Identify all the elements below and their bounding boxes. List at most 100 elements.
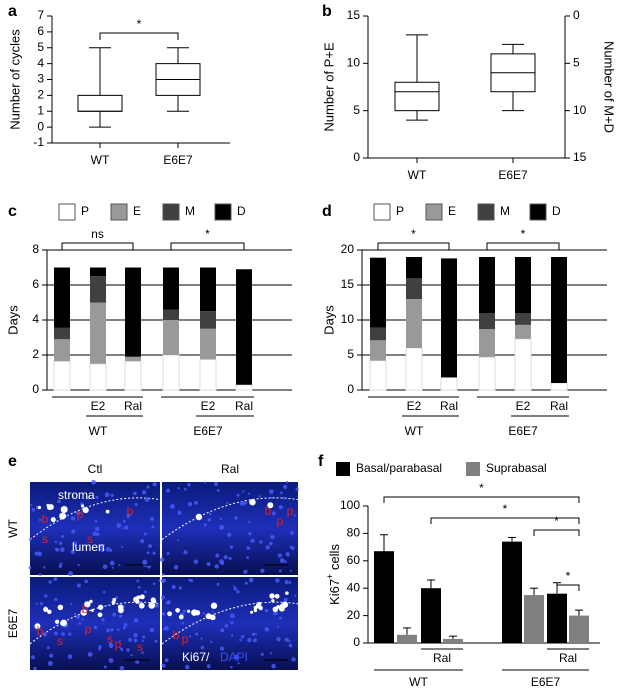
nucleus bbox=[264, 627, 269, 632]
ki67-cell bbox=[249, 498, 256, 506]
y-tick-label: 2 bbox=[37, 88, 44, 102]
panel-label: b bbox=[322, 3, 332, 20]
nucleus bbox=[44, 594, 48, 598]
nucleus bbox=[228, 556, 232, 561]
bar-segment bbox=[440, 376, 458, 391]
nucleus bbox=[219, 646, 225, 651]
bar bbox=[524, 595, 544, 643]
nucleus bbox=[46, 646, 50, 650]
bar bbox=[569, 615, 589, 643]
nucleus bbox=[187, 483, 191, 487]
ki67-cell bbox=[50, 517, 56, 523]
cell-label: b bbox=[173, 628, 180, 642]
nucleus bbox=[276, 626, 279, 629]
nucleus bbox=[112, 612, 117, 617]
nucleus bbox=[87, 651, 93, 657]
nucleus bbox=[239, 638, 242, 642]
y-tick-label: 15 bbox=[347, 8, 361, 22]
y-tick-label: 0 bbox=[353, 635, 360, 649]
ki67-cell bbox=[205, 613, 212, 620]
column-label: Ctl bbox=[88, 462, 103, 476]
y-tick-label: 60 bbox=[347, 553, 361, 567]
cell-label: b bbox=[127, 504, 134, 518]
nucleus bbox=[211, 610, 214, 613]
nucleus bbox=[120, 545, 124, 548]
nucleus bbox=[159, 557, 165, 563]
nucleus bbox=[237, 662, 240, 665]
bar-segment bbox=[550, 382, 568, 391]
nucleus bbox=[252, 632, 256, 636]
nucleus bbox=[283, 597, 288, 602]
nucleus bbox=[93, 625, 98, 630]
nucleus bbox=[122, 520, 126, 523]
nucleus bbox=[142, 635, 146, 639]
nucleus bbox=[208, 512, 212, 516]
bar-segment bbox=[370, 340, 386, 361]
significance-bracket bbox=[99, 32, 179, 40]
bar-segment bbox=[479, 257, 495, 313]
significance-bracket bbox=[61, 242, 134, 250]
nucleus bbox=[67, 654, 73, 659]
nucleus bbox=[164, 625, 169, 631]
nucleus bbox=[59, 562, 63, 566]
nucleus bbox=[290, 546, 295, 551]
nucleus bbox=[104, 492, 110, 498]
nucleus bbox=[117, 628, 120, 632]
ki67-cell bbox=[148, 602, 156, 609]
nucleus bbox=[233, 585, 236, 588]
nucleus bbox=[110, 493, 114, 498]
nucleus bbox=[170, 503, 175, 509]
cell-label: b bbox=[82, 602, 89, 616]
nucleus bbox=[260, 568, 265, 574]
nucleus bbox=[253, 638, 257, 643]
y-tick-label: 4 bbox=[37, 56, 44, 70]
nucleus bbox=[111, 566, 114, 569]
ki67-cell bbox=[57, 604, 64, 611]
bar-segment bbox=[405, 347, 423, 391]
nucleus bbox=[246, 556, 249, 559]
nucleus bbox=[230, 666, 233, 669]
nucleus bbox=[109, 642, 112, 646]
nucleus bbox=[33, 666, 37, 671]
nucleus bbox=[102, 543, 105, 547]
nucleus bbox=[200, 637, 203, 640]
nucleus bbox=[118, 614, 123, 618]
nucleus bbox=[68, 632, 72, 636]
cell-label: s bbox=[107, 632, 113, 646]
nucleus bbox=[154, 639, 158, 643]
nucleus bbox=[128, 637, 133, 642]
nucleus bbox=[248, 577, 254, 583]
bar-segment bbox=[514, 338, 532, 391]
nucleus bbox=[43, 566, 46, 569]
bar-segment bbox=[515, 324, 531, 339]
nucleus bbox=[284, 580, 289, 585]
bar-segment bbox=[479, 313, 495, 330]
nucleus bbox=[236, 493, 240, 497]
significance-label: * bbox=[554, 514, 559, 528]
nucleus bbox=[244, 581, 248, 585]
nucleus bbox=[269, 489, 274, 495]
bar-segment bbox=[200, 267, 216, 312]
nucleus bbox=[213, 481, 219, 487]
nucleus bbox=[146, 551, 150, 555]
nucleus bbox=[95, 526, 100, 531]
x-tick-label: E2 bbox=[516, 399, 531, 413]
nucleus bbox=[193, 559, 199, 564]
nucleus bbox=[284, 560, 287, 564]
nucleus bbox=[136, 579, 140, 583]
ki67-cell bbox=[257, 601, 262, 606]
ki67-cell bbox=[135, 599, 140, 604]
nucleus bbox=[236, 590, 240, 594]
nucleus bbox=[288, 581, 292, 584]
nucleus bbox=[248, 520, 251, 523]
significance-bracket bbox=[533, 529, 580, 536]
nucleus bbox=[130, 654, 133, 657]
axis-label: Ki67+ cells bbox=[325, 544, 342, 605]
x-tick-label: E6E7 bbox=[163, 153, 193, 167]
ki67-cell bbox=[136, 595, 141, 600]
nucleus bbox=[141, 651, 144, 654]
bar bbox=[443, 638, 463, 643]
bar-segment bbox=[551, 257, 567, 383]
cell-label: p bbox=[77, 507, 84, 521]
ki67-cell bbox=[37, 505, 42, 510]
